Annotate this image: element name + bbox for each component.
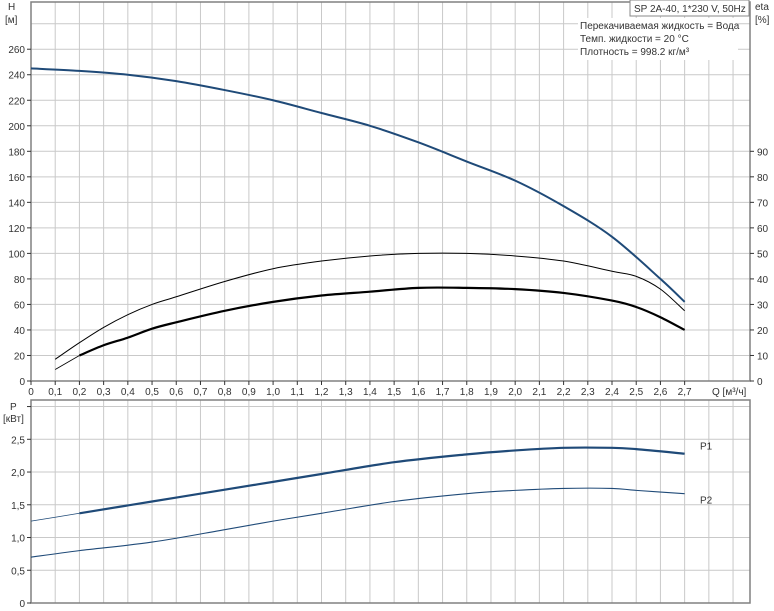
x-tick-label: 2,4 xyxy=(605,387,619,398)
top-grid xyxy=(30,1,751,382)
x-tick-label: 2,2 xyxy=(557,387,571,398)
x-tick-label: 1,5 xyxy=(387,387,401,398)
bottom-plot-frame xyxy=(30,399,751,604)
legend-box xyxy=(629,0,750,17)
x-tick-label: 0,6 xyxy=(169,387,183,398)
curve-H xyxy=(30,67,686,303)
info-density: Плотность = 998.2 кг/м³ xyxy=(580,47,690,58)
curve-eta2-thin xyxy=(55,355,80,370)
h-tick-label: 160 xyxy=(8,173,25,184)
x-tick-label: 1,3 xyxy=(339,387,353,398)
p-tick-label: 0,5 xyxy=(11,566,25,577)
eta-tick-label: 40 xyxy=(757,275,769,286)
x-tick-label: 0,1 xyxy=(48,387,62,398)
series-label-P1: P1 xyxy=(700,442,713,453)
eta-axis-unit: [%] xyxy=(755,15,770,26)
eta-tick-label: 90 xyxy=(757,147,769,158)
h-tick-label: 200 xyxy=(8,122,25,133)
curves xyxy=(30,67,686,558)
h-axis-unit: [м] xyxy=(5,15,18,26)
p-tick-label: 0 xyxy=(19,599,25,610)
eta-tick-label: 50 xyxy=(757,249,769,260)
h-tick-label: 220 xyxy=(8,96,25,107)
curve-eta2 xyxy=(78,286,686,357)
labels: 0 0,1 0,2 0,3 0,4 0,5 0,6 0,7 0,8 0,9 1,0 1,1 1,2 1,3… xyxy=(8,45,768,610)
curve-P1-thin xyxy=(30,512,80,522)
x-tick-label: 0,4 xyxy=(121,387,135,398)
eta-tick-label: 10 xyxy=(757,351,769,362)
x-tick-label: 1,2 xyxy=(315,387,329,398)
h-tick-label: 0 xyxy=(19,377,25,388)
h-tick-label: 80 xyxy=(14,275,26,286)
x-tick-label: 0,8 xyxy=(218,387,232,398)
p-tick-label: 1,0 xyxy=(11,534,25,545)
info-backdrop xyxy=(578,18,738,60)
info-temp: Темп. жидкости = 20 °C xyxy=(580,34,689,45)
curve-eta1 xyxy=(54,252,685,360)
x-tick-label: 1,7 xyxy=(436,387,450,398)
eta-axis-label: eta xyxy=(755,2,769,13)
x-tick-label: 0,2 xyxy=(72,387,86,398)
x-tick-label: 2,7 xyxy=(678,387,692,398)
q-axis-label: Q [м³/ч] xyxy=(712,387,747,398)
series-label-P2: P2 xyxy=(700,496,713,507)
curve-P2 xyxy=(30,487,685,558)
x-tick-label: 1,4 xyxy=(363,387,377,398)
eta-tick-label: 30 xyxy=(757,300,769,311)
x-tick-label: 0,7 xyxy=(194,387,208,398)
eta-tick-label: 0 xyxy=(757,377,763,388)
p-tick-label: 1,5 xyxy=(11,501,25,512)
x-tick-label: 1,1 xyxy=(290,387,304,398)
h-tick-label: 120 xyxy=(8,224,25,235)
h-tick-label: 20 xyxy=(14,351,26,362)
h-tick-label: 260 xyxy=(8,45,25,56)
h-axis-label: H xyxy=(8,2,15,13)
p-axis-unit: [кВт] xyxy=(3,414,24,425)
x-tick-label: 0,5 xyxy=(145,387,159,398)
info-fluid: Перекачиваемая жидкость = Вода xyxy=(580,21,740,32)
h-tick-label: 100 xyxy=(8,249,25,260)
p-tick-label: 2,5 xyxy=(11,435,25,446)
x-tick-label: 1,0 xyxy=(266,387,280,398)
x-tick-label: 2,5 xyxy=(629,387,643,398)
eta-tick-label: 70 xyxy=(757,198,769,209)
top-plot-frame xyxy=(30,1,751,382)
h-tick-label: 60 xyxy=(14,300,26,311)
curve-P1 xyxy=(79,446,685,515)
h-tick-label: 180 xyxy=(8,147,25,158)
p-axis-label: P xyxy=(10,402,17,413)
bottom-grid xyxy=(30,399,751,604)
x-tick-label: 0,3 xyxy=(97,387,111,398)
eta-tick-label: 60 xyxy=(757,224,769,235)
x-tick-label: 1,6 xyxy=(411,387,425,398)
eta-tick-label: 80 xyxy=(757,173,769,184)
legend-box-text: SP 2A-40, 1*230 V, 50Hz xyxy=(634,4,746,15)
x-tick-label: 0,9 xyxy=(242,387,256,398)
h-tick-label: 240 xyxy=(8,71,25,82)
x-tick-label: 0 xyxy=(28,387,34,398)
x-tick-label: 2,3 xyxy=(581,387,595,398)
x-tick-label: 2,6 xyxy=(653,387,667,398)
x-tick-label: 2,0 xyxy=(508,387,522,398)
eta-tick-label: 20 xyxy=(757,326,769,337)
h-tick-label: 140 xyxy=(8,198,25,209)
x-tick-label: 1,9 xyxy=(484,387,498,398)
x-tick-label: 1,8 xyxy=(460,387,474,398)
h-tick-label: 40 xyxy=(14,326,26,337)
x-tick-label: 2,1 xyxy=(532,387,546,398)
p-tick-label: 2,0 xyxy=(11,468,25,479)
